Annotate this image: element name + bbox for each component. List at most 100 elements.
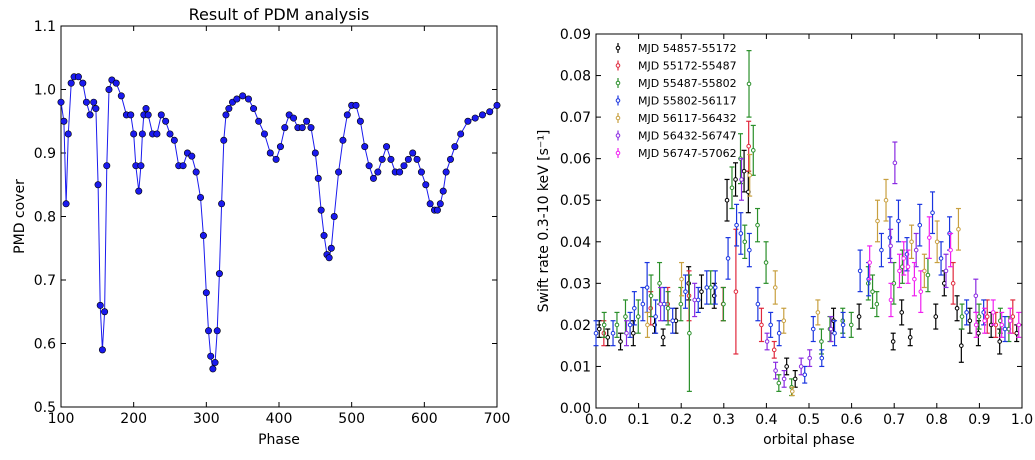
swift-data-point: [925, 272, 931, 278]
swift-data-point: [653, 314, 658, 319]
swift-x-tick-label: 0.1: [627, 412, 649, 428]
swift-data-point: [832, 330, 837, 336]
pdm-data-point: [137, 162, 145, 170]
swift-data-point: [964, 310, 969, 315]
swift-data-point: [888, 243, 893, 249]
swift-x-tick-label: 0.9: [968, 412, 990, 428]
swift-x-tick-label: 0.7: [883, 412, 905, 428]
pdm-x-tick-label: 700: [484, 411, 510, 427]
swift-data-point: [661, 301, 667, 307]
pdm-data-point: [457, 130, 465, 138]
pdm-y-tick-label: 0.8: [34, 210, 56, 226]
swift-data-point: [927, 235, 932, 240]
pdm-data-point: [317, 206, 325, 214]
swift-x-tick-label: 0.5: [798, 412, 820, 428]
swift-legend-label: MJD 56747-57062: [638, 147, 737, 160]
swift-data-point: [907, 335, 913, 340]
swift-data-point: [725, 256, 731, 261]
swift-data-point: [982, 318, 987, 324]
pdm-data-point: [266, 149, 274, 157]
pdm-data-point: [60, 117, 68, 125]
pdm-data-point: [307, 124, 315, 132]
pdm-data-point: [64, 130, 72, 138]
swift-data-point: [798, 364, 804, 369]
swift-legend-marker-dot: [615, 98, 621, 103]
swift-data-point: [768, 322, 773, 328]
swift-data-point: [747, 247, 752, 253]
pdm-data-point: [103, 162, 111, 170]
swift-data-point: [665, 305, 671, 311]
pdm-data-point: [157, 111, 165, 119]
swift-data-point: [644, 285, 650, 290]
pdm-data-point: [400, 162, 408, 170]
swift-data-point: [815, 310, 821, 315]
pdm-data-point: [369, 174, 377, 182]
pdm-x-tick-label: 100: [48, 411, 75, 427]
swift-data-point: [828, 326, 834, 332]
swift-legend-marker-dot: [615, 133, 621, 138]
swift-data-point: [679, 276, 684, 282]
pdm-data-point: [260, 130, 268, 138]
swift-data-point: [747, 172, 753, 178]
swift-y-tick-label: 0.08: [560, 69, 591, 85]
pdm-data-point: [207, 352, 215, 360]
swift-data-point: [954, 305, 960, 311]
pdm-y-tick-label: 0.9: [34, 146, 56, 162]
swift-data-point: [959, 343, 964, 348]
swift-data-point: [772, 285, 778, 290]
pdm-data-point: [439, 187, 447, 195]
swift-data-point: [990, 310, 996, 315]
swift-data-point: [950, 281, 956, 286]
swift-data-point: [1007, 318, 1013, 324]
swift-data-point: [807, 355, 812, 361]
swift-data-point: [734, 222, 739, 228]
swift-rate-chart-svg: 0.0 0.1 0.2 0.3 0.4 0.5 0.6 0.7 0.8 0.9 1.0 0.00 0.0…: [536, 27, 1033, 448]
swift-data-point: [959, 314, 965, 319]
swift-data-point: [973, 322, 979, 328]
pdm-data-point: [486, 108, 494, 116]
pdm-data-point: [170, 136, 178, 144]
pdm-data-point: [272, 155, 280, 163]
swift-data-point: [755, 301, 761, 307]
swift-x-tick-label: 0.8: [926, 412, 948, 428]
pdm-data-point: [446, 155, 454, 163]
swift-data-point: [755, 222, 760, 228]
swift-data-point: [1016, 322, 1022, 328]
pdm-data-point: [413, 155, 421, 163]
swift-data-point: [819, 339, 824, 344]
swift-data-point: [976, 330, 981, 336]
swift-data-point: [741, 168, 747, 174]
pdm-data-point: [166, 130, 174, 138]
pdm-data-point: [135, 187, 143, 195]
swift-data-point: [746, 143, 751, 149]
swift-data-point: [912, 276, 917, 282]
swift-data-point: [648, 293, 654, 299]
pdm-data-point: [433, 206, 441, 214]
swift-data-point: [973, 293, 979, 299]
pdm-plot-frame: [60, 25, 498, 408]
swift-data-point: [658, 301, 663, 307]
swift-data-point: [776, 380, 782, 386]
swift-legend-marker-dot: [615, 115, 621, 121]
pdm-y-tick-label: 0.6: [34, 337, 56, 353]
swift-x-tick-label: 0.0: [585, 412, 607, 428]
pdm-data-point: [112, 79, 120, 87]
swift-y-tick-label: 0.01: [560, 359, 591, 375]
swift-data-point: [704, 285, 710, 290]
pdm-data-point: [86, 111, 94, 119]
swift-data-point: [678, 301, 684, 307]
swift-data-point: [918, 289, 924, 294]
pdm-data-point: [276, 143, 284, 151]
swift-legend-label: MJD 54857-55172: [638, 42, 737, 55]
swift-data-point: [773, 368, 778, 373]
swift-y-tick-label: 0.09: [560, 27, 591, 43]
swift-data-point: [867, 260, 872, 265]
swift-data-point: [879, 247, 884, 253]
pdm-x-tick-label: 400: [266, 411, 293, 427]
pdm-data-point: [330, 213, 338, 221]
swift-data-point: [913, 247, 919, 253]
swift-x-tick-label: 0.4: [755, 412, 777, 428]
pdm-data-point: [374, 168, 382, 176]
swift-data-point: [874, 301, 880, 307]
swift-data-point: [724, 197, 730, 203]
